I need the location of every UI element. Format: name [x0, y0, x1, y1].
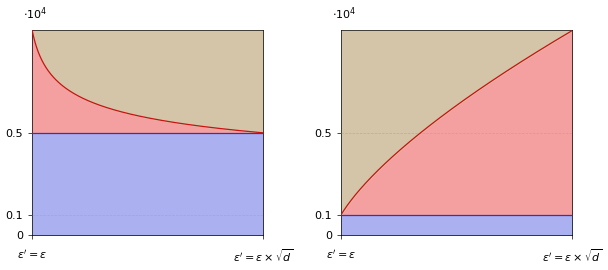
Text: $\epsilon^\prime = \epsilon$: $\epsilon^\prime = \epsilon$ — [326, 248, 356, 261]
Text: $\epsilon^\prime = \epsilon$: $\epsilon^\prime = \epsilon$ — [17, 248, 47, 261]
Text: $\epsilon^\prime = \epsilon \times \sqrt{d}$: $\epsilon^\prime = \epsilon \times \sqrt… — [542, 248, 603, 264]
Text: $\cdot 10^4$: $\cdot 10^4$ — [23, 6, 47, 22]
Text: $\cdot 10^4$: $\cdot 10^4$ — [332, 6, 356, 22]
Text: $\epsilon^\prime = \epsilon \times \sqrt{d}$: $\epsilon^\prime = \epsilon \times \sqrt… — [233, 248, 294, 264]
